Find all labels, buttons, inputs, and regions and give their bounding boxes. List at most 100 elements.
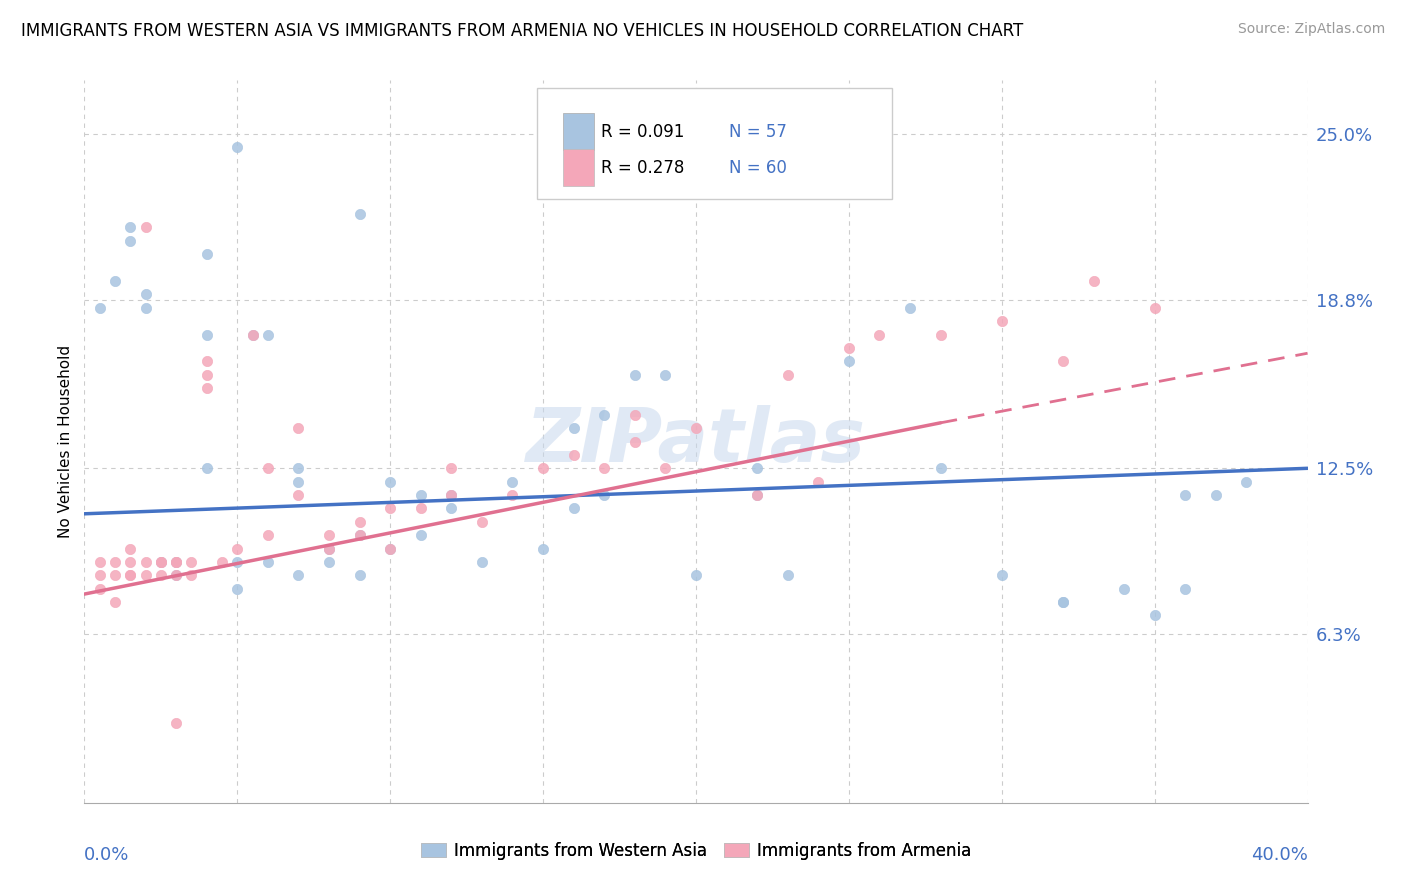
Point [776,368,799,382]
Point [165,555,187,569]
Point [104,555,127,569]
Point [226,140,249,154]
Text: R = 0.278: R = 0.278 [600,160,683,178]
Point [226,555,249,569]
Point [654,461,676,475]
Point [104,274,127,288]
Point [1143,608,1166,623]
Point [242,327,264,342]
Point [898,301,921,315]
Point [747,461,769,475]
Point [747,488,769,502]
Point [257,555,280,569]
Point [195,368,218,382]
Point [807,475,830,489]
Point [685,568,707,582]
Point [531,541,554,556]
Point [502,475,524,489]
Point [287,568,309,582]
Point [149,555,172,569]
Point [624,408,647,422]
Point [135,301,157,315]
Point [624,434,647,449]
Point [869,327,891,342]
Point [120,568,142,582]
Point [135,555,157,569]
Point [318,555,340,569]
Point [380,541,402,556]
Point [195,461,218,475]
Point [440,488,463,502]
Point [149,555,172,569]
Point [195,354,218,368]
Point [287,421,309,435]
Point [929,327,952,342]
Point [471,555,494,569]
Point [685,421,707,435]
Point [287,461,309,475]
Point [318,541,340,556]
Point [287,488,309,502]
Point [1052,595,1074,609]
Point [180,568,202,582]
Point [149,555,172,569]
Point [135,220,157,235]
Point [440,461,463,475]
Point [89,568,111,582]
Point [165,555,187,569]
Point [1174,488,1197,502]
Point [776,568,799,582]
Point [562,421,585,435]
Point [1052,595,1074,609]
Point [195,327,218,342]
Point [440,501,463,516]
Point [409,488,432,502]
Point [195,381,218,395]
Point [104,595,127,609]
Text: Source: ZipAtlas.com: Source: ZipAtlas.com [1237,22,1385,37]
Point [380,475,402,489]
Text: 40.0%: 40.0% [1251,847,1308,864]
Point [593,488,616,502]
FancyBboxPatch shape [537,87,891,200]
Point [929,461,952,475]
Point [502,488,524,502]
Point [180,555,202,569]
Point [165,568,187,582]
Point [1236,475,1258,489]
Point [120,541,142,556]
Point [257,528,280,542]
Point [747,488,769,502]
Point [165,568,187,582]
Point [1052,354,1074,368]
Point [349,528,371,542]
Text: N = 60: N = 60 [728,160,787,178]
Text: N = 57: N = 57 [728,122,787,141]
Point [89,582,111,596]
Point [562,501,585,516]
Point [1083,274,1105,288]
Point [1205,488,1227,502]
Point [991,314,1014,328]
Point [318,541,340,556]
Point [120,220,142,235]
Point [562,448,585,462]
Point [440,488,463,502]
Point [104,568,127,582]
Point [471,515,494,529]
Point [149,568,172,582]
Point [135,287,157,301]
Y-axis label: No Vehicles in Household: No Vehicles in Household [58,345,73,538]
Point [318,528,340,542]
Point [89,301,111,315]
Point [287,475,309,489]
Text: ZIPatlas: ZIPatlas [526,405,866,478]
Point [349,515,371,529]
Point [257,461,280,475]
Point [1114,582,1136,596]
Text: R = 0.091: R = 0.091 [600,122,683,141]
Point [593,461,616,475]
Point [165,555,187,569]
Point [593,408,616,422]
Text: 0.0%: 0.0% [84,847,129,864]
